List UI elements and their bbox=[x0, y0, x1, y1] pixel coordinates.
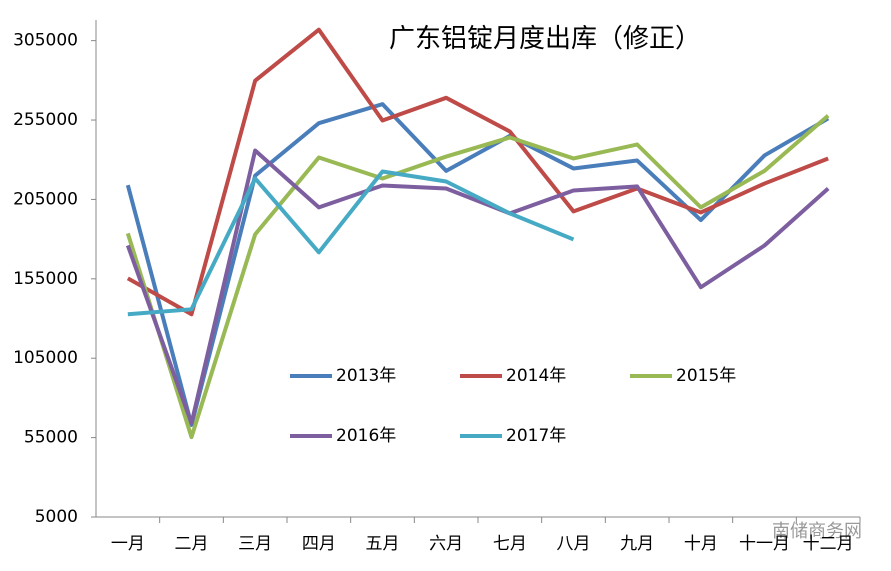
y-tick-label: 305000 bbox=[13, 31, 78, 51]
series-line bbox=[125, 114, 830, 440]
x-tick-label: 十二月 bbox=[803, 534, 854, 554]
series-line bbox=[126, 27, 829, 317]
x-tick-label: 五月 bbox=[366, 534, 400, 554]
x-tick-label: 六月 bbox=[429, 534, 463, 554]
x-tick-label: 一月 bbox=[111, 534, 145, 554]
x-tick-label: 二月 bbox=[175, 534, 209, 554]
legend-label: 2016年 bbox=[336, 426, 396, 446]
legend-label: 2015年 bbox=[676, 366, 736, 386]
y-tick-label: 105000 bbox=[13, 348, 78, 368]
x-tick-label: 十一月 bbox=[739, 534, 790, 554]
x-tick-label: 八月 bbox=[557, 534, 591, 554]
legend-label: 2017年 bbox=[506, 426, 566, 446]
legend-label: 2014年 bbox=[506, 366, 566, 386]
x-tick-label: 三月 bbox=[238, 534, 272, 554]
y-tick-label: 255000 bbox=[13, 110, 78, 130]
x-tick-label: 十月 bbox=[684, 534, 718, 554]
series-line bbox=[127, 169, 575, 317]
chart-title: 广东铝锭月度出库（修正） bbox=[389, 24, 701, 54]
x-tick-label: 四月 bbox=[302, 534, 336, 554]
legend-label: 2013年 bbox=[336, 366, 396, 386]
y-tick-label: 205000 bbox=[13, 189, 78, 209]
x-tick-label: 七月 bbox=[493, 534, 527, 554]
watermark: 南储商务网 bbox=[772, 521, 862, 542]
y-tick-label: 155000 bbox=[13, 269, 78, 289]
y-tick-label: 55000 bbox=[24, 428, 78, 448]
x-tick-label: 九月 bbox=[620, 534, 654, 554]
y-tick-label: 5000 bbox=[35, 507, 78, 527]
